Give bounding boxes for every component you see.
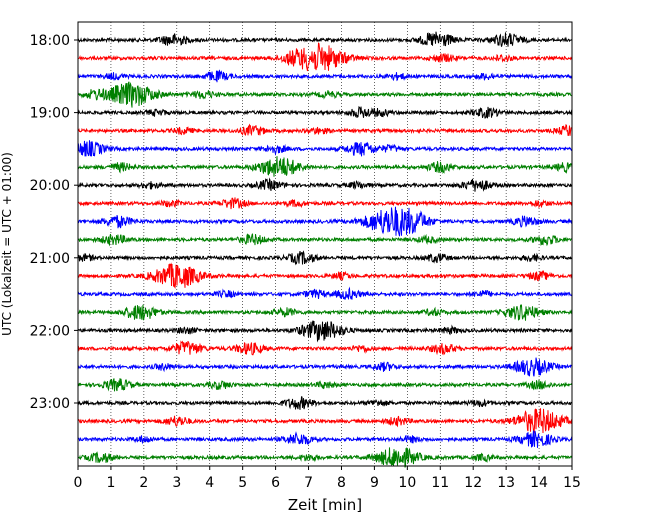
seismic-trace-1830	[77, 69, 573, 83]
x-tick-label: 11	[431, 475, 449, 491]
seismic-trace-2245	[77, 378, 573, 392]
seismic-trace-2145	[78, 303, 573, 321]
seismic-trace-1800	[77, 31, 573, 47]
x-tick-label: 6	[271, 475, 280, 491]
seismic-trace-2045	[77, 233, 573, 247]
x-axis: 0 1 2 3 4 5 6 7 8 9 10 11 12 13 14 15	[74, 466, 581, 491]
y-axis: 18:00 19:00 20:00 21:00 22:00 23:00	[30, 33, 78, 412]
seismic-trace-2015	[77, 197, 573, 210]
x-tick-label: 1	[106, 475, 115, 491]
x-tick-label: 9	[370, 475, 379, 491]
seismic-trace-2345	[78, 446, 573, 468]
seismic-trace-2330	[77, 430, 573, 448]
x-tick-label: 2	[139, 475, 148, 491]
x-tick-label: 12	[464, 475, 482, 491]
x-tick-label: 5	[238, 475, 247, 491]
y-tick-label: 18:00	[30, 33, 70, 49]
seismic-trace-2130	[77, 286, 573, 300]
seismic-trace-1915	[77, 123, 573, 137]
seismic-trace-2030	[77, 206, 573, 237]
y-tick-label: 22:00	[30, 323, 70, 339]
seismic-trace-1815	[77, 42, 573, 72]
x-axis-label: Zeit [min]	[288, 496, 362, 514]
seismic-trace-2115	[77, 262, 573, 289]
seismic-trace-2215	[77, 340, 573, 356]
seismic-trace-2315	[77, 408, 573, 434]
plot-frame	[77, 21, 573, 467]
x-tick-label: 8	[337, 475, 346, 491]
seismic-trace-2100	[77, 250, 573, 266]
x-tick-label: 4	[205, 475, 214, 491]
x-tick-label: 3	[172, 475, 181, 491]
seismic-trace-1845	[77, 81, 573, 108]
x-tick-label: 13	[497, 475, 515, 491]
y-tick-label: 21:00	[30, 251, 70, 267]
x-tick-label: 0	[74, 475, 83, 491]
seismic-trace-1930	[77, 140, 573, 157]
x-tick-label: 10	[398, 475, 416, 491]
x-tick-label: 7	[304, 475, 313, 491]
x-tick-label: 15	[563, 475, 581, 491]
y-tick-label: 20:00	[30, 178, 70, 194]
y-axis-label: UTC (Lokalzeit = UTC + 01:00)	[0, 152, 14, 336]
vertical-grid	[110, 22, 540, 466]
seismic-traces	[77, 31, 573, 468]
seismic-trace-2300	[77, 396, 573, 410]
x-tick-label: 14	[530, 475, 548, 491]
seismic-trace-2230	[77, 357, 573, 377]
seismic-trace-2000	[77, 177, 573, 192]
seismic-trace-1900	[77, 105, 573, 119]
y-tick-label: 19:00	[30, 106, 70, 122]
y-tick-label: 23:00	[30, 396, 70, 412]
seismic-trace-2200	[77, 320, 573, 343]
seismic-trace-1945	[77, 156, 573, 177]
